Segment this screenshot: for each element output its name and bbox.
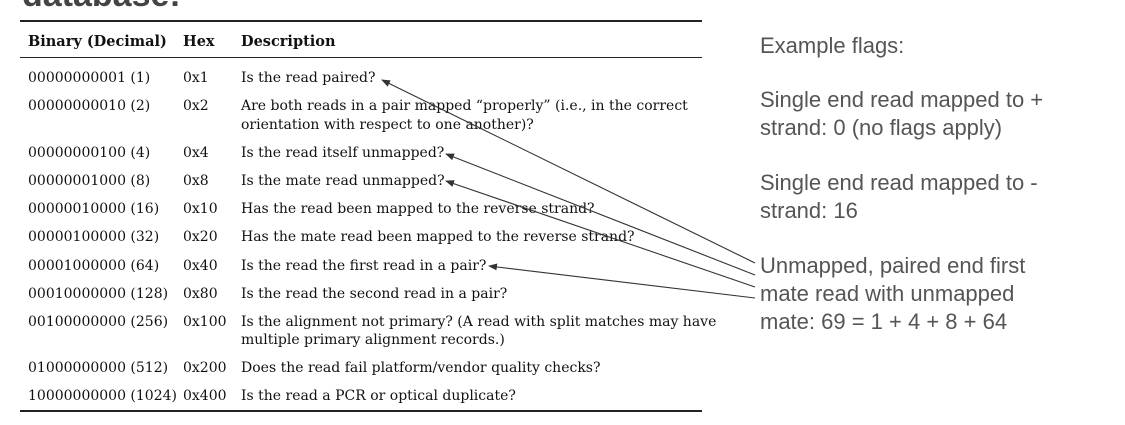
row-description: Is the alignment not primary? (A read wi… (241, 314, 717, 330)
row-binary: 01000000000 (512) (28, 360, 169, 376)
row-description: Is the read the first read in a pair? (241, 258, 487, 274)
row-hex: 0x8 (183, 173, 209, 189)
row-hex: 0x400 (183, 388, 227, 404)
example-2-line-1: Single end read mapped to - (760, 170, 1038, 195)
row-description: Has the read been mapped to the reverse … (241, 201, 595, 217)
table-bottom-rule (20, 410, 702, 412)
header-binary: Binary (Decimal) (28, 33, 167, 50)
row-hex: 0x10 (183, 201, 218, 217)
row-hex: 0x100 (183, 314, 227, 330)
example-2-line-2: strand: 16 (760, 198, 858, 223)
row-description: Is the mate read unmapped? (241, 173, 445, 189)
row-hex: 0x40 (183, 258, 218, 274)
example-1-line-2: strand: 0 (no flags apply) (760, 115, 1003, 140)
arrow-to-flag-64 (488, 263, 756, 299)
row-binary: 10000000000 (1024) (28, 388, 177, 404)
row-hex: 0x1 (183, 70, 209, 86)
row-binary: 00000010000 (16) (28, 201, 160, 217)
row-binary: 00000100000 (32) (28, 229, 160, 245)
example-1-line-1: Single end read mapped to + (760, 87, 1044, 112)
slide-title: database: (22, 0, 181, 15)
example-3-line-1: Unmapped, paired end first (760, 253, 1026, 278)
row-binary: 00010000000 (128) (28, 286, 169, 302)
row-description-cont: orientation with respect to one another)… (241, 117, 534, 133)
row-description: Is the read itself unmapped? (241, 145, 445, 161)
header-hex: Hex (183, 33, 215, 50)
row-binary: 00000000010 (2) (28, 98, 151, 114)
row-binary: 00000000001 (1) (28, 70, 151, 86)
row-description: Is the read paired? (241, 70, 376, 86)
row-hex: 0x200 (183, 360, 227, 376)
row-description-cont: multiple primary alignment records.) (241, 332, 505, 348)
row-description: Has the mate read been mapped to the rev… (241, 229, 635, 245)
table-header-rule (20, 57, 702, 58)
row-description: Are both reads in a pair mapped “properl… (241, 98, 688, 114)
example-3-line-2: mate read with unmapped (760, 281, 1015, 306)
row-description: Is the read the second read in a pair? (241, 286, 508, 302)
row-binary: 00000001000 (8) (28, 173, 151, 189)
row-hex: 0x80 (183, 286, 218, 302)
examples-heading: Example flags: (760, 33, 905, 58)
header-description: Description (241, 33, 336, 50)
row-hex: 0x20 (183, 229, 218, 245)
row-hex: 0x4 (183, 145, 209, 161)
row-binary: 00100000000 (256) (28, 314, 169, 330)
row-hex: 0x2 (183, 98, 209, 114)
row-binary: 00001000000 (64) (28, 258, 160, 274)
example-3-line-3: mate: 69 = 1 + 4 + 8 + 64 (760, 309, 1008, 334)
table-top-rule (20, 20, 702, 22)
row-description: Does the read fail platform/vendor quali… (241, 360, 601, 376)
row-binary: 00000000100 (4) (28, 145, 151, 161)
row-description: Is the read a PCR or optical duplicate? (241, 388, 516, 404)
